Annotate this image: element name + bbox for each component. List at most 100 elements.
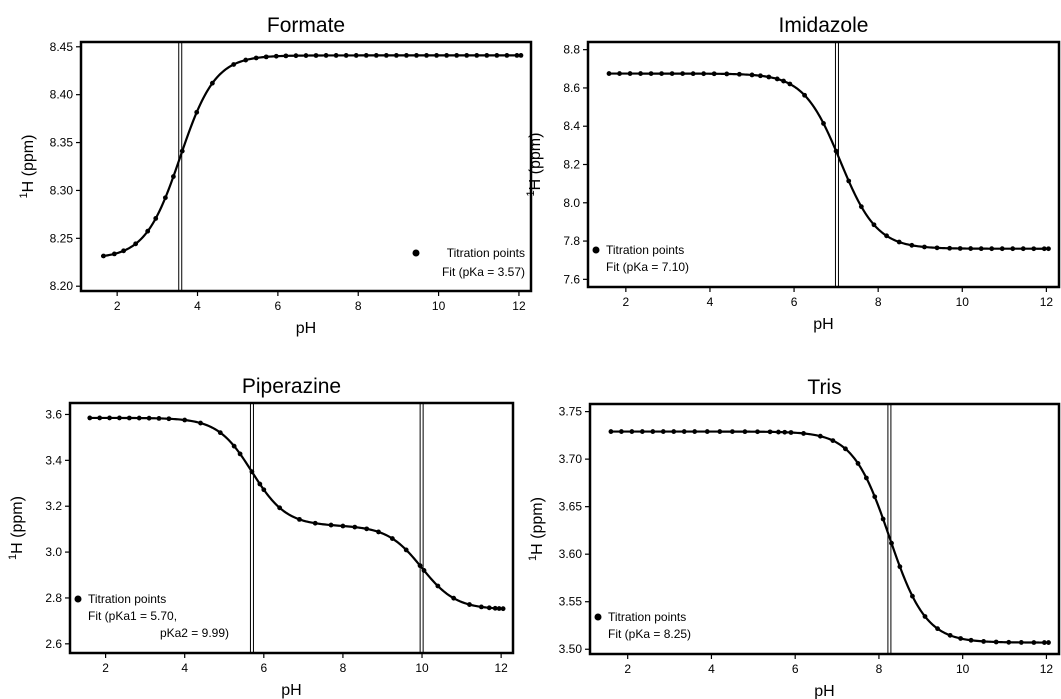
titration-point [776, 429, 781, 435]
titration-point [755, 429, 760, 435]
titration-point [243, 57, 249, 63]
titration-point [1031, 640, 1037, 645]
y-axis-label-text: H (ppm) [20, 135, 37, 193]
y-tick-label: 8.30 [50, 183, 74, 197]
titration-point [619, 429, 624, 434]
titration-point [363, 53, 369, 58]
titration-point [373, 53, 379, 58]
titration-point [989, 246, 995, 252]
titration-point [333, 53, 339, 58]
titration-point [518, 53, 524, 58]
titration-point [627, 71, 633, 76]
x-axis-label: pH [281, 682, 301, 699]
plot-frame [586, 40, 1061, 289]
chart-panel-formate: Formate 2 4 6 8 10 12 8.20 8.25 8.30 8.35 8.40 8.45 p… [18, 14, 533, 337]
x-axis-label: pH [296, 320, 316, 337]
titration-point [1006, 639, 1012, 645]
plot-frame [68, 401, 515, 655]
titration-point [787, 81, 793, 87]
titration-point [774, 76, 780, 82]
titration-point [237, 451, 243, 457]
titration-point [742, 429, 748, 435]
titration-point [704, 429, 710, 434]
titration-point [87, 415, 93, 421]
y-axis-label-text: H (ppm) [529, 497, 546, 555]
titration-point [107, 415, 112, 421]
titration-point [863, 475, 869, 481]
y-tick-label: 3.75 [559, 405, 583, 419]
y-tick-label: 8.35 [50, 136, 74, 150]
titration-point [209, 80, 215, 86]
y-tick-label: 8.8 [563, 43, 580, 57]
chart-panel-imidazole: Imidazole 2 4 6 8 10 12 7.6 7.8 8.0 8.2 8.4 8.6 8.8 pH… [525, 14, 1061, 333]
x-tick-label: 12 [494, 661, 508, 675]
legend-entry: Titration points [608, 610, 686, 624]
y-tick-label: 3.50 [559, 642, 583, 656]
titration-point [843, 446, 848, 452]
titration-point [504, 53, 510, 58]
legend-entry: Titration points [447, 246, 525, 260]
titration-point [660, 429, 666, 434]
x-tick-label: 12 [512, 299, 526, 313]
titration-point [968, 246, 974, 251]
y-axis-label-text: H (ppm) [527, 133, 544, 191]
titration-point [855, 461, 861, 466]
x-tick-label: 6 [275, 299, 282, 313]
titration-point [484, 53, 490, 58]
titration-point [121, 248, 126, 254]
y-tick-label: 8.2 [563, 158, 580, 172]
y-axis-label-superscript: 1 [527, 555, 539, 561]
titration-point [404, 53, 409, 58]
titration-point [880, 516, 886, 522]
titration-point [802, 92, 807, 98]
titration-point [153, 216, 159, 221]
titration-point [947, 245, 953, 251]
titration-point [486, 605, 492, 611]
x-tick-label: 8 [340, 661, 347, 675]
y-tick-label: 8.45 [50, 40, 74, 54]
y-tick-label: 7.6 [563, 272, 580, 286]
titration-point [394, 53, 399, 58]
titration-point [283, 53, 289, 59]
titration-point [117, 415, 122, 421]
titration-point [872, 494, 878, 500]
titration-point [352, 524, 358, 530]
titration-point [303, 53, 309, 58]
titration-point [467, 602, 472, 607]
titration-point [801, 431, 806, 436]
titration-point [156, 415, 162, 421]
x-tick-label: 6 [792, 662, 799, 676]
titration-point [444, 53, 450, 58]
y-tick-label: 3.2 [45, 499, 62, 513]
titration-point [922, 244, 927, 250]
y-tick-label: 8.40 [50, 88, 74, 102]
titration-point [434, 53, 439, 58]
chart-title: Tris [807, 376, 841, 399]
titration-point [312, 520, 318, 526]
titration-point [179, 148, 185, 154]
titration-point [958, 636, 963, 641]
titration-point [871, 222, 877, 228]
legend-entry: Titration points [88, 592, 166, 606]
titration-point [1041, 246, 1047, 252]
titration-point [680, 71, 686, 77]
legend-entry: pKa2 = 9.99) [160, 626, 229, 640]
y-tick-label: 8.4 [563, 119, 580, 133]
titration-point [353, 53, 359, 58]
fit-curve [609, 72, 1049, 250]
titration-point [435, 583, 441, 589]
titration-point [909, 242, 915, 248]
y-axis-label: 1H (ppm) [525, 133, 544, 197]
titration-point [889, 540, 894, 546]
titration-point [1031, 246, 1037, 252]
legend-marker [592, 246, 600, 254]
titration-point [833, 148, 839, 154]
titration-point [729, 429, 735, 435]
titration-point [133, 241, 139, 247]
titration-point [424, 53, 429, 58]
titration-point [500, 606, 506, 612]
titration-point [383, 53, 389, 58]
titration-point [669, 71, 675, 76]
titration-point [328, 522, 334, 528]
titration-point [821, 121, 826, 126]
